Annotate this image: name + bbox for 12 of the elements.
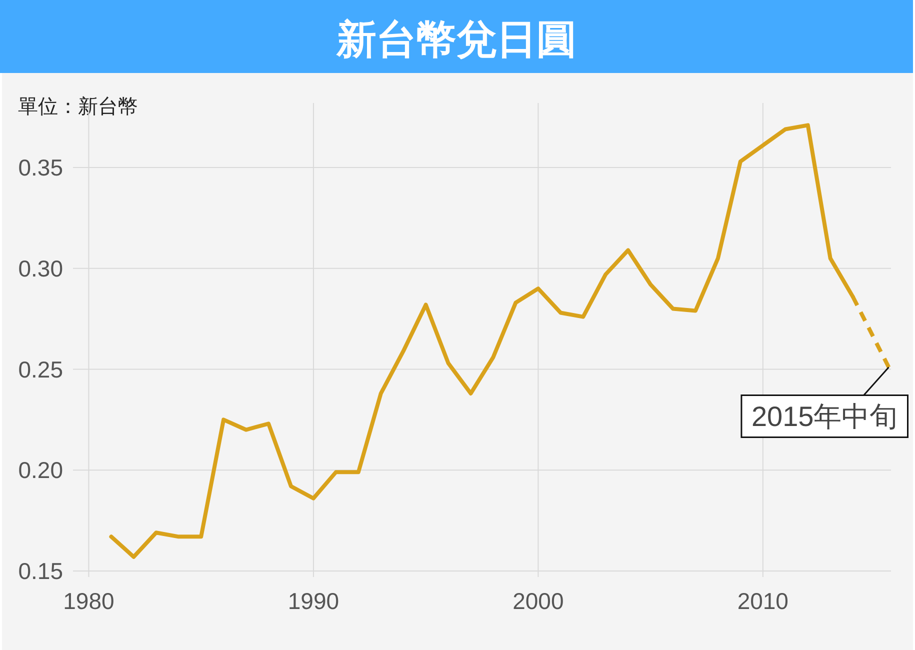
y-tick-label: 0.25 xyxy=(18,356,63,382)
y-tick-label: 0.35 xyxy=(18,154,63,181)
y-tick-label: 0.30 xyxy=(18,255,63,282)
x-tick-label: 2010 xyxy=(737,588,788,614)
x-tick-label: 1980 xyxy=(63,588,114,614)
x-tick-label: 1990 xyxy=(288,588,340,614)
annotation: 2015年中旬 xyxy=(751,401,898,432)
y-tick-label: 0.15 xyxy=(18,558,63,584)
y-axis-title: 單位：新台幣 xyxy=(18,96,138,118)
y-tick-label: 0.20 xyxy=(18,457,63,484)
x-tick-label: 2000 xyxy=(512,588,564,614)
chart-title: 新台幣兌日圓 xyxy=(336,18,576,62)
